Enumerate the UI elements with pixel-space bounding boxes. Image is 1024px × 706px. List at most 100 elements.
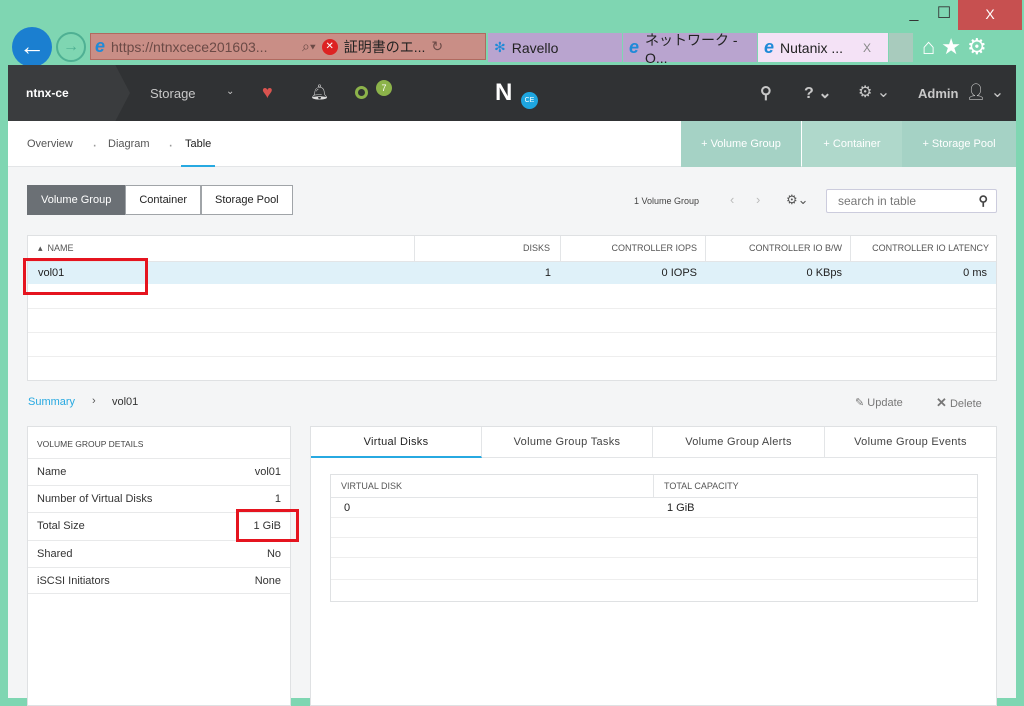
detail-row: Shared No bbox=[28, 540, 290, 567]
detail-label: Number of Virtual Disks bbox=[37, 493, 153, 505]
close-tab-button[interactable]: X bbox=[863, 40, 872, 55]
address-bar[interactable]: e https://ntnxcece201603... ⌕▾ ✕ 証明書のエ..… bbox=[90, 33, 486, 60]
tab-ravello[interactable]: ✻ Ravello bbox=[488, 33, 622, 62]
table-row[interactable]: vol01 1 0 IOPS 0 KBps 0 ms bbox=[28, 261, 996, 284]
table-row[interactable]: 0 1 GiB bbox=[331, 497, 977, 517]
bell-icon[interactable]: 🔔︎ bbox=[310, 84, 330, 101]
ie-icon: e bbox=[629, 37, 640, 57]
url-text: https://ntnxcece201603... bbox=[111, 38, 268, 55]
ce-badge: CE bbox=[521, 92, 538, 109]
result-count: 1 Volume Group bbox=[634, 196, 700, 206]
minimize-button[interactable]: _ bbox=[909, 5, 919, 22]
tab-nutanix[interactable]: e Nutanix ... X bbox=[758, 33, 888, 62]
volume-group-table: ▴ NAME DISKS CONTROLLER IOPS CONTROLLER … bbox=[27, 235, 997, 381]
delete-label: Delete bbox=[949, 398, 982, 410]
health-icon[interactable]: ♥ bbox=[262, 82, 273, 102]
summary-link[interactable]: Summary bbox=[28, 396, 76, 408]
cell-name: vol01 bbox=[38, 267, 65, 279]
highlight-annotation bbox=[23, 258, 148, 295]
column-iops[interactable]: CONTROLLER IOPS bbox=[561, 236, 706, 261]
search-icon[interactable]: ⌕▾ bbox=[302, 38, 316, 54]
gear-icon[interactable]: ⚙ ⌄ bbox=[858, 84, 891, 101]
cert-error-icon[interactable]: ✕ bbox=[321, 38, 338, 55]
refresh-icon[interactable]: ↻ bbox=[431, 38, 444, 54]
column-total-capacity[interactable]: TOTAL CAPACITY bbox=[664, 481, 739, 491]
user-icon[interactable]: 👤︎ ⌄ bbox=[966, 84, 1005, 101]
detail-value: 1 GiB bbox=[253, 520, 281, 532]
tab-volume-group-tasks[interactable]: Volume Group Tasks bbox=[482, 427, 653, 458]
tab-table[interactable]: Table bbox=[181, 138, 216, 167]
column-disks[interactable]: DISKS bbox=[415, 236, 561, 261]
add-volume-group-button[interactable]: + Volume Group bbox=[681, 121, 801, 167]
help-icon[interactable]: ? ⌄ bbox=[804, 85, 832, 102]
forward-button[interactable]: → bbox=[56, 32, 86, 62]
entity-type-toggle: Volume Group Container Storage Pool bbox=[27, 185, 293, 215]
search-icon[interactable]: ⚲ bbox=[760, 85, 772, 102]
column-latency[interactable]: CONTROLLER IO LATENCY bbox=[872, 243, 989, 253]
search-input[interactable]: search in table ⚲ bbox=[826, 189, 997, 213]
detail-row: Total Size 1 GiB bbox=[28, 512, 290, 539]
tasks-icon[interactable] bbox=[355, 86, 368, 99]
update-button[interactable]: ✎ Update bbox=[855, 397, 903, 409]
breadcrumb-current: vol01 bbox=[112, 396, 139, 408]
detail-tabs-panel: Virtual Disks Volume Group Tasks Volume … bbox=[310, 426, 997, 706]
cert-error-text[interactable]: 証明書のエ... bbox=[343, 38, 426, 55]
tab-title: Nutanix ... bbox=[780, 39, 844, 56]
next-page-icon[interactable]: › bbox=[756, 192, 761, 207]
header-label: NAME bbox=[47, 243, 74, 253]
virtual-disks-table: VIRTUAL DISK TOTAL CAPACITY 0 1 GiB bbox=[330, 474, 978, 602]
tab-title: Ravello bbox=[511, 39, 559, 56]
chevron-right-icon: › bbox=[92, 395, 96, 407]
add-storage-pool-button[interactable]: + Storage Pool bbox=[902, 121, 1016, 167]
search-icon[interactable]: ⚲ bbox=[978, 193, 988, 208]
detail-label: Name bbox=[37, 466, 67, 478]
detail-row: Number of Virtual Disks 1 bbox=[28, 485, 290, 512]
back-button[interactable]: ← bbox=[12, 27, 52, 67]
app-header: ntnx-ce Storage ⌄ ♥ 🔔︎ 7 N CE ⚲ ? ⌄ ⚙ ⌄ … bbox=[8, 65, 1016, 121]
storage-menu[interactable]: Storage bbox=[150, 86, 196, 101]
segment-container[interactable]: Container bbox=[125, 185, 202, 215]
search-placeholder: search in table bbox=[838, 194, 917, 208]
detail-value: No bbox=[266, 548, 281, 560]
column-bw[interactable]: CONTROLLER IO B/W bbox=[706, 236, 851, 261]
tab-virtual-disks[interactable]: Virtual Disks bbox=[311, 427, 482, 458]
tab-diagram[interactable]: Diagram bbox=[108, 138, 150, 150]
favorites-icon[interactable]: ★ bbox=[941, 34, 968, 59]
tab-volume-group-alerts[interactable]: Volume Group Alerts bbox=[653, 427, 825, 458]
update-label: Update bbox=[867, 397, 903, 409]
column-name[interactable]: ▴ NAME bbox=[28, 236, 415, 261]
cell-bw: 0 KBps bbox=[806, 267, 842, 279]
tab-title: ネットワーク - O... bbox=[645, 31, 738, 66]
add-container-button[interactable]: + Container bbox=[802, 121, 902, 167]
column-virtual-disk[interactable]: VIRTUAL DISK bbox=[331, 475, 654, 497]
main-content: Volume Group Container Storage Pool 1 Vo… bbox=[8, 167, 1016, 706]
cell-virtual-disk: 0 bbox=[344, 502, 351, 514]
cell-iops: 0 IOPS bbox=[661, 267, 697, 279]
tab-network[interactable]: e ネットワーク - O... bbox=[623, 32, 757, 66]
delete-button[interactable]: ✕ Delete bbox=[936, 395, 982, 410]
nutanix-logo: N bbox=[495, 79, 513, 106]
table-settings-icon[interactable]: ⚙⌄ bbox=[786, 192, 809, 207]
settings-icon[interactable]: ⚙ bbox=[967, 34, 993, 59]
cell-latency: 0 ms bbox=[963, 267, 987, 279]
chevron-down-icon[interactable]: ⌄ bbox=[226, 86, 235, 97]
ie-icon: e bbox=[95, 36, 106, 56]
detail-row: iSCSI Initiators None bbox=[28, 567, 290, 594]
home-icon[interactable]: ⌂ bbox=[922, 34, 942, 59]
maximize-button[interactable]: ☐ bbox=[936, 5, 952, 22]
tab-overview[interactable]: Overview bbox=[27, 138, 73, 150]
highlight-annotation bbox=[236, 509, 299, 542]
new-tab-button[interactable] bbox=[889, 33, 913, 62]
details-title: VOLUME GROUP DETAILS bbox=[37, 439, 144, 449]
close-window-button[interactable]: X bbox=[958, 0, 1022, 30]
segment-storage-pool[interactable]: Storage Pool bbox=[201, 185, 293, 215]
user-menu[interactable]: Admin bbox=[918, 86, 959, 101]
segment-volume-group[interactable]: Volume Group bbox=[27, 185, 126, 215]
ravello-icon: ✻ bbox=[494, 39, 506, 55]
detail-value: None bbox=[254, 575, 281, 587]
prev-page-icon[interactable]: ‹ bbox=[730, 192, 735, 207]
tab-volume-group-events[interactable]: Volume Group Events bbox=[825, 427, 996, 458]
detail-label: Total Size bbox=[37, 520, 85, 532]
detail-value: vol01 bbox=[254, 466, 281, 478]
cluster-name[interactable]: ntnx-ce bbox=[26, 86, 69, 100]
